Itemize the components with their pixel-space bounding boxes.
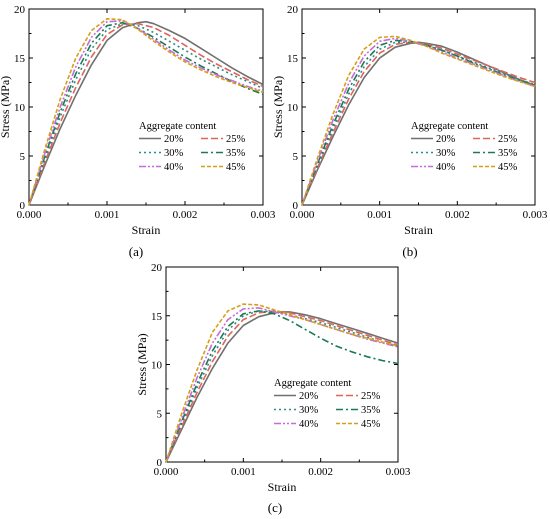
legend-label: 30% — [164, 148, 184, 159]
x-tick-label: 0.002 — [445, 209, 470, 221]
x-tick-label: 0.001 — [95, 209, 120, 221]
series-line-35pct — [165, 310, 399, 463]
legend-label: 35% — [226, 148, 246, 159]
series-line-45pct — [301, 35, 536, 206]
legend-label: 45% — [498, 162, 518, 173]
y-tick-label: 15 — [287, 53, 299, 65]
y-tick-label: 20 — [287, 4, 299, 16]
legend-label: 25% — [498, 134, 518, 145]
x-tick-label: 0.003 — [523, 209, 548, 221]
legend-label: 25% — [226, 134, 246, 145]
legend-title: Aggregate content — [139, 121, 216, 132]
y-tick-label: 15 — [14, 53, 26, 65]
y-tick-label: 0 — [157, 457, 163, 469]
x-axis-title: Strain — [404, 223, 433, 237]
series-line-20pct — [28, 20, 264, 206]
y-tick-label: 0 — [293, 200, 299, 212]
legend-label: 40% — [164, 162, 184, 173]
panel-label: (a) — [129, 244, 143, 259]
plot-frame — [301, 8, 536, 206]
y-tick-label: 5 — [157, 408, 163, 420]
x-tick-label: 0.003 — [251, 209, 276, 221]
legend-title: Aggregate content — [274, 378, 351, 389]
legend-label: 30% — [436, 148, 456, 159]
y-tick-label: 5 — [20, 151, 26, 163]
legend-title: Aggregate content — [411, 121, 488, 132]
legend-label: 40% — [436, 162, 456, 173]
plot-frame — [28, 8, 264, 206]
legend-label: 30% — [299, 405, 319, 416]
x-tick-label: 0.000 — [17, 209, 42, 221]
series-line-45pct — [28, 17, 264, 206]
y-axis-title: Stress (MPa) — [0, 76, 12, 138]
series-line-35pct — [28, 21, 264, 206]
x-tick-label: 0.000 — [154, 466, 179, 478]
series-line-25pct — [165, 310, 399, 463]
x-tick-label: 0.001 — [231, 466, 256, 478]
x-tick-label: 0.002 — [308, 466, 333, 478]
x-tick-label: 0.000 — [290, 209, 315, 221]
series-line-30pct — [28, 22, 264, 206]
x-tick-label: 0.002 — [173, 209, 198, 221]
legend-label: 45% — [226, 162, 246, 173]
series-line-45pct — [165, 303, 399, 463]
panel-label: (c) — [268, 500, 282, 515]
chart-panel-3: 0.000 0.001 0.002 0.003 0 5 10 15 20 Strain Stress… — [135, 262, 411, 515]
y-axis-title: Stress (MPa) — [135, 333, 149, 395]
plot-frame — [165, 266, 399, 463]
series-line-40pct — [28, 19, 264, 206]
x-axis-title: Strain — [132, 223, 161, 237]
series-line-40pct — [301, 37, 536, 206]
chart-panel-2: 0.000 0.001 0.002 0.003 0 5 10 15 20 Strain Stress… — [271, 4, 548, 259]
legend-label: 20% — [436, 134, 456, 145]
legend-label: 35% — [361, 405, 381, 416]
x-tick-label: 0.001 — [367, 209, 392, 221]
y-tick-label: 20 — [14, 4, 26, 16]
legend-label: 35% — [498, 148, 518, 159]
panel-label: (b) — [402, 244, 417, 259]
y-tick-label: 5 — [293, 151, 299, 163]
y-axis-title: Stress (MPa) — [271, 76, 285, 138]
y-tick-label: 0 — [20, 200, 26, 212]
y-tick-label: 10 — [14, 102, 26, 114]
y-tick-label: 10 — [151, 360, 163, 372]
x-axis-title: Strain — [268, 480, 297, 494]
legend-label: 20% — [164, 134, 184, 145]
chart-panel-1: 0.000 0.001 0.002 0.003 0 5 10 15 20 Strain Stress… — [0, 4, 276, 259]
series-line-35pct — [301, 39, 536, 206]
y-tick-label: 10 — [287, 102, 299, 114]
legend-label: 45% — [361, 419, 381, 430]
y-tick-label: 20 — [151, 262, 163, 274]
series-line-25pct — [28, 22, 264, 206]
legend-label: 20% — [299, 391, 319, 402]
x-tick-label: 0.003 — [386, 466, 411, 478]
legend-label: 40% — [299, 419, 319, 430]
y-tick-label: 15 — [151, 311, 163, 323]
legend-label: 25% — [361, 391, 381, 402]
